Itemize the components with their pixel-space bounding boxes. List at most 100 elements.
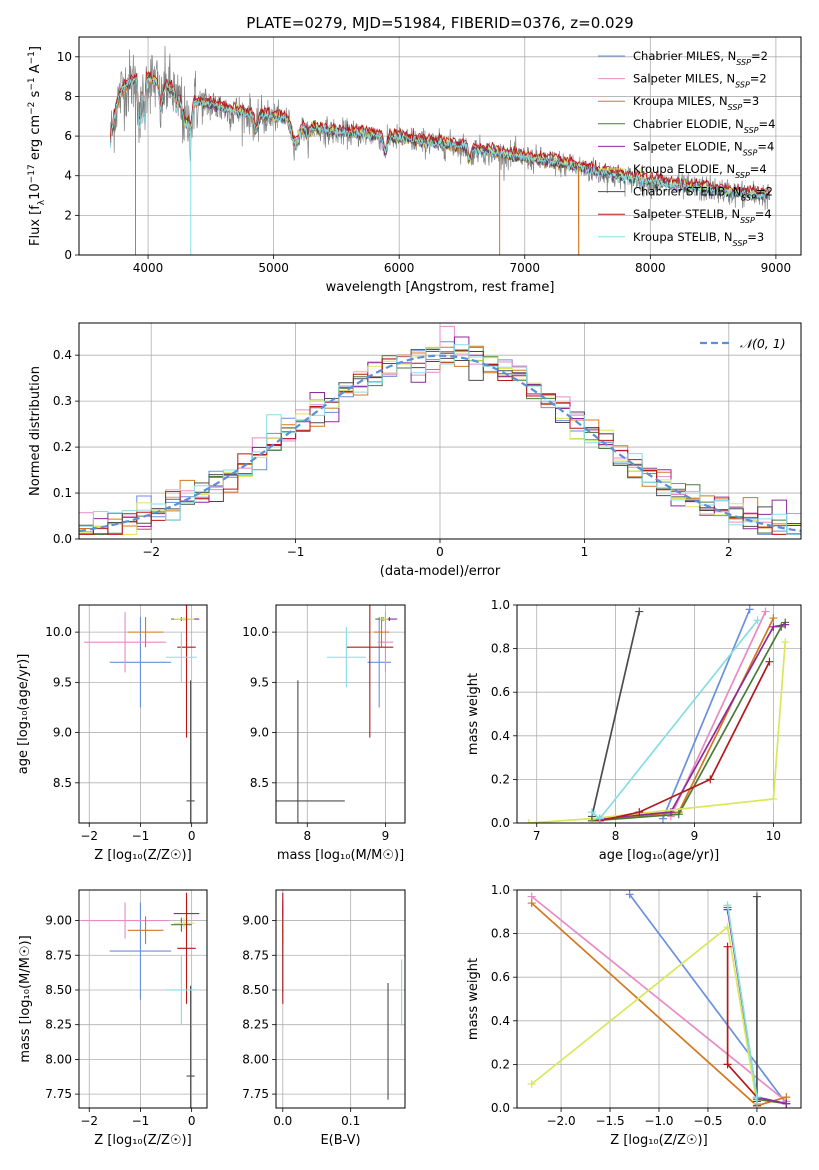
y-tick-label: 10.0 [242, 625, 269, 639]
errorbar-kroupa-stelib [166, 955, 197, 1025]
weight-line-chabrier-miles [628, 893, 787, 1105]
y-tick-label: 8.50 [45, 983, 72, 997]
model-line-salpeter-stelib [110, 70, 770, 196]
legend-label-suffix: =4 [759, 117, 776, 131]
model-line-chabrier-stelib [110, 74, 770, 201]
weight-marker-chabrier-stelib [752, 892, 761, 901]
weight-marker-salpeter-stelib [765, 657, 774, 666]
normal-distribution-line [79, 354, 801, 532]
x-tick-label: 9 [382, 829, 390, 843]
residuals-panel: −2 −1 0 1 2 0.0 0.1 0.2 0.3 0.4 (data-model)/error… [28, 322, 802, 579]
weight-marker-kroupa-elodie [524, 819, 533, 823]
y-axis-label: Normed distribution [28, 366, 43, 496]
x-tick-label: −2 [142, 545, 160, 559]
y-tick-label: 10.0 [45, 625, 72, 639]
x-axis-label: Z [log₁₀(Z/Z☉)] [610, 1133, 707, 1148]
y-axis-label-part: −17 [27, 164, 37, 183]
x-tick-label: 1 [581, 545, 589, 559]
y-tick-label: 8 [64, 89, 72, 103]
legend-label-suffix: =3 [747, 230, 764, 244]
mass-vs-ebv-grid [276, 890, 405, 1108]
weight-vs-Z-panel: −2.0 −1.5 −1.0 −0.5 0.0 0.0 0.2 0.4 0.6 0.8 1.0 Z [… [466, 883, 802, 1148]
age-vs-Z-grid [79, 605, 207, 823]
x-tick-label: 9000 [761, 261, 792, 275]
legend-label-suffix: =4 [750, 162, 767, 176]
y-tick-label: 9.00 [45, 914, 72, 928]
x-tick-label: 8 [612, 829, 620, 843]
residuals-legend: 𝒩(0, 1) [700, 336, 786, 351]
legend-label-sub: SSP [736, 58, 751, 67]
errorbar-salpeter-stelib [177, 605, 196, 738]
errorbar-chabrier-miles [109, 617, 172, 708]
weight-marker-chabrier-stelib [635, 607, 644, 616]
y-tick-label: 0.0 [491, 1101, 510, 1115]
mass-vs-ebv-panel: 0.0 0.1 7.75 8.00 8.25 8.50 8.75 9.00 E(B-V) [242, 889, 406, 1148]
errorbar-chabrier-stelib [276, 680, 345, 823]
weight-vs-age-plot-area [524, 605, 790, 823]
x-tick-label: −1.5 [595, 1114, 624, 1128]
y-tick-label: 2 [64, 208, 72, 222]
y-tick-label: 9.0 [53, 726, 72, 740]
legend-label-suffix: =2 [756, 185, 773, 199]
x-tick-label: 8000 [635, 261, 666, 275]
weight-line-kroupa-elodie [531, 925, 758, 1104]
weight-marker-kroupa-stelib [723, 901, 732, 910]
weight-line-salpeter-elodie [599, 623, 786, 820]
weight-line-salpeter-miles [531, 895, 787, 1103]
x-axis-label: E(B-V) [320, 1133, 360, 1148]
y-axis-label-part: −1 [27, 77, 37, 90]
errorbar-salpeter-stelib [177, 892, 196, 1004]
legend-label-suffix: =2 [751, 49, 768, 63]
spectrum-frame [78, 36, 802, 256]
y-axis-label-part: Flux [f [28, 205, 43, 246]
y-tick-label: 8.25 [242, 1018, 269, 1032]
y-tick-label: 8.75 [242, 948, 269, 962]
y-axis-label-part: ] [28, 46, 43, 51]
errorbar-chabrier-stelib [186, 985, 195, 1108]
legend-label-text: Kroupa MILES, N [633, 94, 728, 108]
legend-label-text: Kroupa ELODIE, N [633, 162, 735, 176]
y-tick-label: 0.3 [53, 394, 72, 408]
x-tick-label: 0 [436, 545, 444, 559]
x-axis-label: (data-model)/error [380, 564, 501, 579]
y-tick-label: 7.75 [45, 1087, 72, 1101]
weight-marker-salpeter-elodie [782, 1099, 791, 1108]
y-tick-label: 4 [64, 169, 72, 183]
y-axis-label: Flux [fλ10−17 erg cm−2 s−1 A−1] [27, 46, 47, 246]
x-tick-label: 0.0 [747, 1114, 766, 1128]
x-tick-label: 8 [303, 829, 311, 843]
y-axis-label-part: −2 [27, 102, 37, 115]
weight-marker-kroupa-elodie [527, 1080, 536, 1089]
mass-vs-Z-panel: −2 −1 0 7.75 8.00 8.25 8.50 8.75 9.00 Z [log₁₀(Z/… [18, 889, 208, 1148]
x-tick-label: −2 [80, 1114, 98, 1128]
x-axis-label: wavelength [Angstrom, rest frame] [326, 280, 555, 295]
legend-label-kroupa-elodie: Kroupa ELODIE, NSSP=4 [633, 162, 767, 180]
y-tick-label: 9.00 [242, 914, 269, 928]
y-tick-label: 6 [64, 129, 72, 143]
weight-marker-salpeter-stelib [635, 808, 644, 817]
y-tick-label: 0.2 [53, 440, 72, 454]
x-tick-label: 2 [725, 545, 733, 559]
x-axis-label: Z [log₁₀(Z/Z☉)] [94, 1133, 191, 1148]
weight-line-salpeter-stelib [599, 661, 771, 822]
y-axis-label-part: 10 [28, 183, 43, 200]
errorbar-kroupa-stelib [166, 632, 197, 683]
y-tick-label: 1.0 [491, 598, 510, 612]
weight-marker-salpeter-miles [761, 607, 770, 616]
errorbar-kroupa-elodie [379, 617, 388, 622]
y-tick-label: 0.4 [491, 1014, 510, 1028]
y-axis-label-part: λ [37, 199, 47, 205]
errorbar-salpeter-miles [81, 902, 169, 939]
errorbar-salpeter-stelib [346, 605, 394, 738]
legend-label-salpeter-miles: Salpeter MILES, NSSP=2 [633, 72, 767, 90]
weight-vs-age-grid [517, 604, 801, 824]
y-tick-label: 8.25 [45, 1018, 72, 1032]
weight-marker-salpeter-stelib [706, 775, 715, 784]
y-axis-label-part: s [28, 90, 43, 101]
weight-marker-kroupa-stelib [587, 808, 596, 817]
weight-marker-chabrier-miles [625, 890, 634, 899]
legend-label-suffix: =2 [750, 72, 767, 86]
model-line-kroupa-stelib [110, 77, 770, 200]
y-axis-label: age [log₁₀(age/yr)] [16, 654, 31, 775]
age-vs-mass-panel: 8 9 8.5 9.0 9.5 10.0 mass [log₁₀(M/M☉)] [242, 604, 406, 863]
